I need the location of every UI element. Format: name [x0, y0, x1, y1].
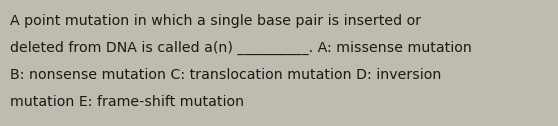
Text: B: nonsense mutation C: translocation mutation D: inversion: B: nonsense mutation C: translocation mu…	[10, 68, 441, 82]
Text: deleted from DNA is called a(n) __________. A: missense mutation: deleted from DNA is called a(n) ________…	[10, 41, 472, 55]
Text: mutation E: frame-shift mutation: mutation E: frame-shift mutation	[10, 95, 244, 109]
Text: A point mutation in which a single base pair is inserted or: A point mutation in which a single base …	[10, 14, 421, 28]
